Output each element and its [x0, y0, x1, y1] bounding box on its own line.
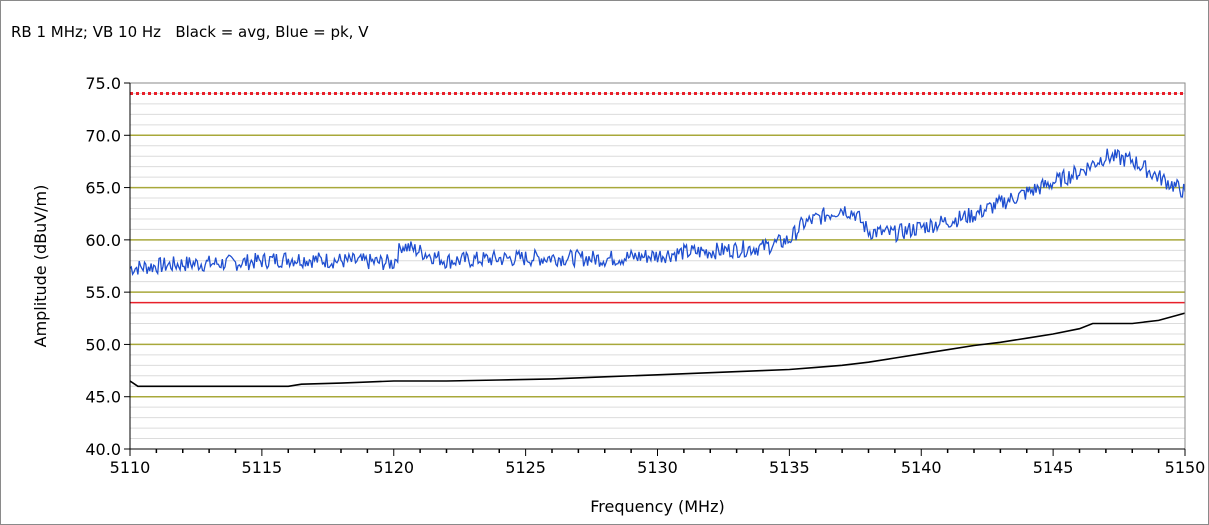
axes — [129, 83, 1185, 450]
x-tick-label: 5115 — [242, 458, 283, 477]
x-tick-label: 5145 — [1033, 458, 1074, 477]
x-axis-ticks: 5110 5115 5120 5125 5130 5135 5140 5145 5150 — [110, 449, 1206, 477]
y-tick-label: 65.0 — [85, 179, 121, 198]
x-tick-label: 5125 — [505, 458, 546, 477]
y-tick-label: 70.0 — [85, 126, 121, 145]
y-tick-label: 40.0 — [85, 440, 121, 459]
x-tick-label: 5110 — [110, 458, 151, 477]
y-tick-label: 45.0 — [85, 388, 121, 407]
x-tick-label: 5140 — [901, 458, 942, 477]
x-tick-label: 5150 — [1165, 458, 1206, 477]
series-line — [129, 312, 1186, 388]
x-tick-label: 5120 — [373, 458, 414, 477]
series-line — [129, 148, 1186, 277]
y-axis-label: Amplitude (dBuV/m) — [31, 185, 50, 348]
limit-lines — [130, 91, 1185, 304]
y-tick-label: 60.0 — [85, 231, 121, 250]
x-axis-label: Frequency (MHz) — [590, 497, 724, 516]
y-tick-label: 50.0 — [85, 335, 121, 354]
y-tick-label: 75.0 — [85, 74, 121, 93]
y-axis-ticks: 40.0 45.0 50.0 55.0 60.0 65.0 70.0 75.0 — [85, 74, 130, 459]
chart-subtitle: RB 1 MHz; VB 10 Hz Black = avg, Blue = p… — [11, 23, 369, 41]
data-series — [129, 148, 1186, 388]
y-tick-label: 55.0 — [85, 283, 121, 302]
x-tick-label: 5130 — [637, 458, 678, 477]
major-gridlines — [130, 134, 1185, 398]
plot-area — [129, 82, 1186, 450]
x-tick-label: 5135 — [769, 458, 810, 477]
